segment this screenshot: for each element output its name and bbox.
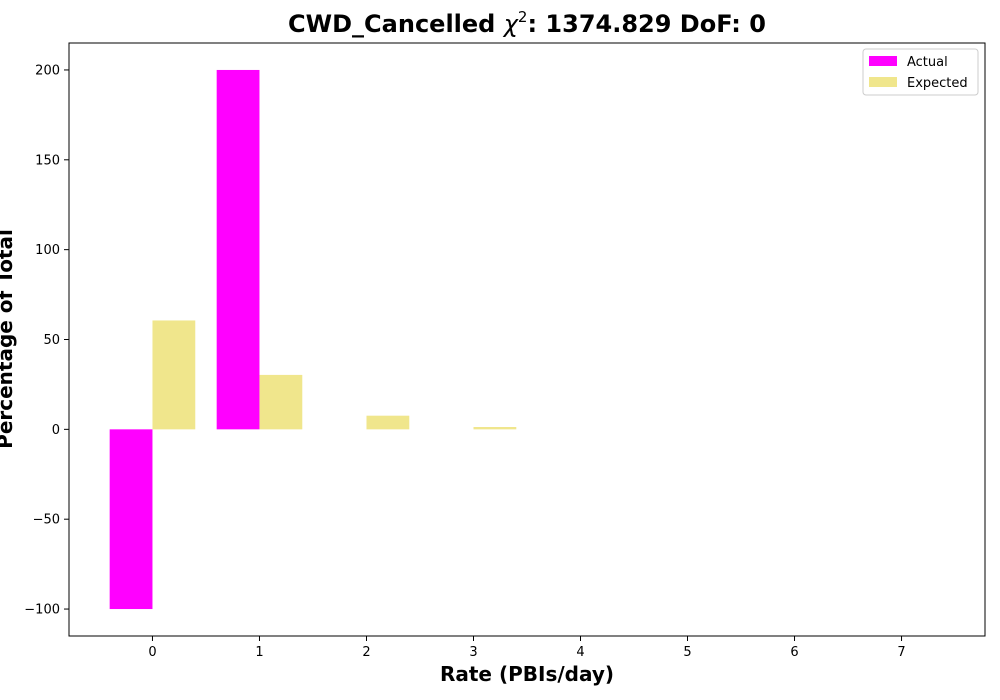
x-tick-label: 7 [897,645,905,660]
y-tick-label: 150 [35,153,60,168]
y-tick-label: −100 [24,603,60,618]
bar-expected-2 [366,415,410,430]
y-tick-label: 50 [43,333,60,348]
y-axis-title: Percentage of Total [0,229,17,449]
plot-frame [68,42,986,637]
legend-label-actual: Actual [907,55,948,70]
legend-swatch-actual [869,56,897,66]
bar-expected-0 [152,320,196,430]
legend: Actual Expected [862,48,979,96]
bar-expected-1 [259,374,303,430]
y-tick-label: 200 [35,63,60,78]
axes-group: 0 1 2 3 4 5 6 7 −100 −50 0 50 100 150 200 [24,42,986,660]
chart-title: CWD_Cancelled χ2: 1374.829 DoF: 0 [288,8,766,38]
x-tick-label: 5 [683,645,691,660]
bar-actual-1 [216,69,260,430]
y-tick-label: −50 [33,513,60,528]
legend-label-expected: Expected [907,76,968,91]
x-tick-label: 1 [255,645,263,660]
bar-actual-0 [109,429,153,610]
y-tick-label: 100 [35,243,60,258]
x-tick-label: 4 [576,645,584,660]
x-tick-label: 3 [469,645,477,660]
x-tick-label: 6 [790,645,798,660]
legend-swatch-expected [869,77,897,87]
x-axis-title: Rate (PBIs/day) [440,662,614,686]
bar-expected-3 [473,427,517,430]
x-tick-label: 2 [362,645,370,660]
x-tick-label: 0 [148,645,156,660]
bars-group [109,69,517,610]
y-tick-label: 0 [52,423,60,438]
